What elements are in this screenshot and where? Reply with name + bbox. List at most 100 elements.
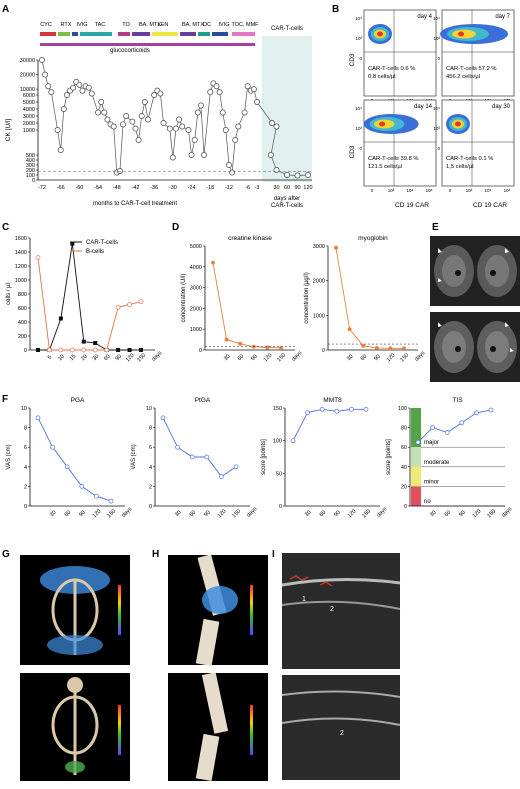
data-point xyxy=(35,255,41,260)
ck-point xyxy=(141,99,148,105)
y-tick-label: 10 xyxy=(21,406,27,412)
x-tick-label: 150 xyxy=(231,509,242,520)
tis-band-label: major xyxy=(424,440,439,446)
y-tick-label: 0 xyxy=(404,504,407,510)
x-tick-label: 20 xyxy=(80,354,89,363)
panel-g-images: G xyxy=(2,549,130,781)
y-tick-label: 10³ xyxy=(433,36,440,41)
y-tick-label: 4000 xyxy=(190,265,202,271)
x-tick-label: 30 xyxy=(429,510,438,519)
ck-point xyxy=(129,118,136,125)
treatment-label: OC xyxy=(203,22,211,28)
x-tick-label: 10⁵ xyxy=(504,188,511,193)
x-tick-label: 10³ xyxy=(388,188,395,193)
series-line xyxy=(292,408,366,441)
ck-point xyxy=(45,83,52,90)
panel-i: I 1 2 2 xyxy=(270,545,520,784)
data-point xyxy=(305,410,310,415)
day-label: day 30 xyxy=(492,104,511,110)
flow-plot-frame xyxy=(363,9,437,97)
x-tick-label: -72 xyxy=(38,185,46,191)
knee-scan-bottom xyxy=(168,672,268,782)
tis-band xyxy=(411,486,421,506)
density-core xyxy=(455,121,461,127)
x-tick-label: 60 xyxy=(319,510,328,519)
panel-h: H xyxy=(150,545,270,784)
series-line xyxy=(38,243,141,351)
x-tick-label: 30 xyxy=(346,354,355,363)
ck-point xyxy=(305,172,311,178)
y-tick-label: 200 xyxy=(26,168,35,174)
ck-point xyxy=(197,102,204,109)
chart-f-tis: major moderate minor no 100 80 60 40 20 0 TIS score… xyxy=(386,397,514,519)
y-tick-label: 10 xyxy=(146,406,152,412)
ck-series xyxy=(38,57,312,179)
knee-scan-top xyxy=(168,554,268,667)
ck-point xyxy=(101,109,108,116)
us-label: 1 xyxy=(302,596,306,603)
y-tick-label: 2000 xyxy=(190,306,202,312)
ck-point xyxy=(60,106,67,112)
data-point xyxy=(334,408,340,414)
chart-c: 1600 1400 1200 1000 800 600 400 200 0 cells / µl 5… xyxy=(6,236,164,363)
treatment-segment xyxy=(40,32,56,36)
x-tick-label: 30 xyxy=(92,354,101,363)
treatment-segment xyxy=(198,32,210,36)
y-tick-label: 5000 xyxy=(23,100,35,106)
ck-point xyxy=(166,125,173,132)
chart-title: myoglobin xyxy=(358,235,388,242)
x-tick-label: -36 xyxy=(150,185,158,191)
y-tick-label: 100 xyxy=(273,439,282,445)
car-t-percent: CAR-T-cells 0.1 % xyxy=(446,156,493,162)
ck-point xyxy=(70,84,77,91)
y-tick-label: 300 xyxy=(26,163,35,169)
treatment-segment xyxy=(212,32,228,36)
cart-region xyxy=(262,36,312,182)
day-label: day 7 xyxy=(495,14,510,20)
ck-point xyxy=(232,137,239,143)
ck-point xyxy=(241,109,248,116)
flow-plot-frame xyxy=(441,99,515,187)
y-tick-label: 0 xyxy=(359,56,362,61)
treatment-label: TAC xyxy=(95,22,106,28)
y-tick-label: 0 xyxy=(279,504,282,510)
ck-point xyxy=(132,125,139,132)
data-point xyxy=(374,345,379,350)
series-line xyxy=(335,247,404,349)
ck-point xyxy=(98,99,105,105)
x-tick-label: 150 xyxy=(276,353,287,364)
x-tick-label: 150 xyxy=(361,509,372,520)
x-tick-label: 60 xyxy=(360,354,369,363)
x-tick-label: 90 xyxy=(78,510,87,519)
data-point xyxy=(459,420,465,426)
panel-letter: C xyxy=(2,222,9,233)
x-tick-label: 150 xyxy=(399,353,410,364)
tis-band xyxy=(411,447,421,467)
ck-point xyxy=(185,127,192,133)
x-tick-label: 10⁴ xyxy=(407,188,414,193)
ck-point xyxy=(88,90,95,97)
x-tick-label: 90 xyxy=(373,354,382,363)
chart-title: TIS xyxy=(452,397,463,404)
panel-i-ultrasound: I 1 2 2 xyxy=(272,549,401,780)
data-point xyxy=(160,415,166,421)
car-t-percent: CAR-T-cells 0.6 % xyxy=(368,66,415,72)
treatment-segment xyxy=(180,32,196,36)
treatment-segment xyxy=(72,32,78,36)
ck-point xyxy=(191,137,198,143)
treatment-label: BA, MTX xyxy=(182,22,204,28)
data-point xyxy=(488,407,494,413)
y-tick-label: 10⁴ xyxy=(433,106,440,111)
ck-point xyxy=(169,154,176,161)
data-point xyxy=(81,347,87,353)
y-tick-label: 8 xyxy=(149,426,152,432)
data-point xyxy=(233,464,239,470)
treatment-segment xyxy=(152,32,178,36)
series-line xyxy=(417,409,492,443)
ck-point xyxy=(110,123,117,130)
density-core xyxy=(458,31,464,37)
x-tick-label: 60 xyxy=(237,354,246,363)
y-tick-label: 2 xyxy=(24,484,27,490)
